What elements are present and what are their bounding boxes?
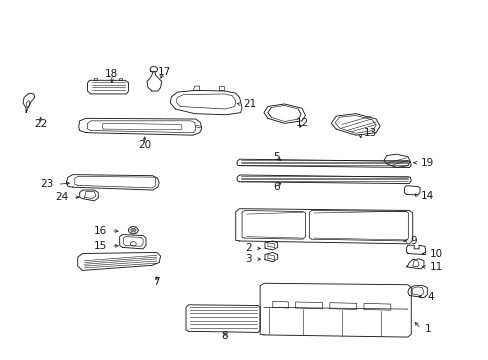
Text: 14: 14: [420, 191, 433, 201]
Text: 15: 15: [94, 241, 107, 251]
Text: 20: 20: [138, 140, 151, 150]
Text: 6: 6: [272, 182, 279, 192]
Text: 19: 19: [420, 158, 433, 168]
Text: 10: 10: [429, 248, 442, 258]
Text: 1: 1: [424, 324, 430, 334]
Text: 3: 3: [244, 254, 251, 264]
Text: 11: 11: [429, 262, 442, 272]
Text: 21: 21: [243, 99, 256, 109]
Text: 23: 23: [40, 179, 53, 189]
Text: 4: 4: [427, 292, 433, 302]
Text: 9: 9: [409, 236, 416, 246]
Text: 18: 18: [105, 69, 118, 79]
Text: 5: 5: [272, 152, 279, 162]
Text: 13: 13: [363, 129, 376, 138]
Text: 12: 12: [295, 118, 308, 128]
Text: 17: 17: [157, 67, 170, 77]
Text: 2: 2: [244, 243, 251, 253]
Text: 22: 22: [34, 120, 47, 129]
Text: 16: 16: [94, 226, 107, 236]
Text: 8: 8: [221, 331, 228, 341]
Text: 24: 24: [56, 192, 69, 202]
Text: 7: 7: [153, 277, 160, 287]
